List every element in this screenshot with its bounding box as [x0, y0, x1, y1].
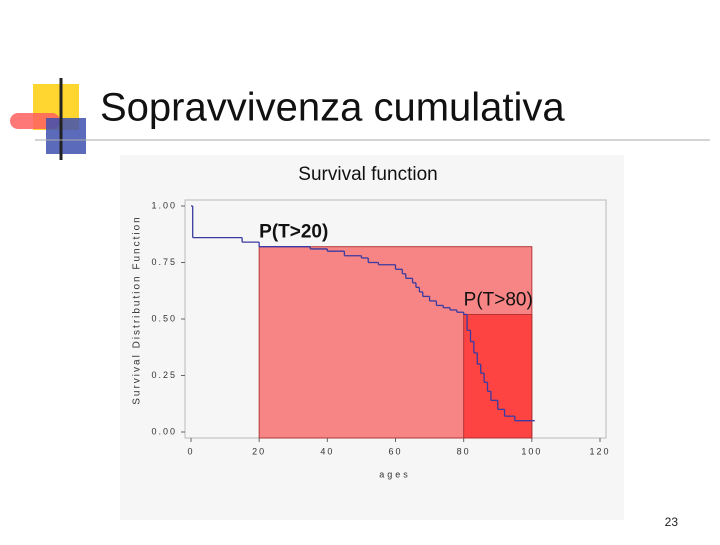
y-tick-label: 1.00 [151, 200, 177, 210]
x-tick-label: 20 [252, 446, 266, 456]
x-tick-label: 0 [187, 446, 194, 456]
y-tick-label: 0.50 [151, 313, 177, 323]
y-axis-label: Survival Distribution Function [132, 215, 143, 405]
x-tick-label: 80 [457, 446, 471, 456]
x-tick-label: 60 [388, 446, 402, 456]
page-number: 23 [665, 515, 679, 529]
x-tick-label: 120 [589, 446, 610, 456]
highlight-area [463, 313, 533, 439]
chart-title: Survival function [298, 164, 437, 185]
highlight-label: P(T>80) [464, 289, 533, 310]
x-tick-label: 40 [320, 446, 334, 456]
slide-title: Sopravvivenza cumulativa [100, 86, 565, 130]
decor [46, 118, 86, 154]
y-tick-label: 0.00 [151, 426, 177, 436]
x-tick-label: 100 [521, 446, 542, 456]
y-tick-label: 0.75 [151, 257, 177, 267]
x-axis-label: ages [379, 469, 411, 479]
y-tick-label: 0.25 [151, 370, 177, 380]
highlight-label: P(T>20) [259, 222, 328, 243]
